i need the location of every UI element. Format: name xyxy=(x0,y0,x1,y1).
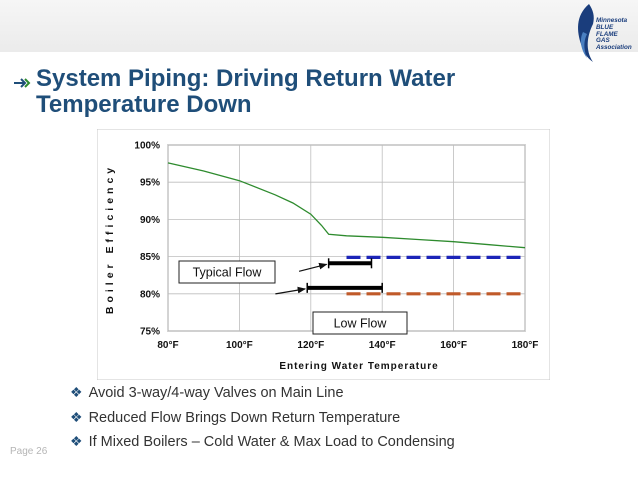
page-number: Page 26 xyxy=(10,446,48,457)
x-tick-label: 80°F xyxy=(157,340,178,351)
x-tick-label: 100°F xyxy=(226,340,253,351)
y-tick-label: 75% xyxy=(140,327,160,338)
y-tick-label: 100% xyxy=(134,141,160,152)
efficiency-line xyxy=(167,162,526,249)
list-item: ❖ Avoid 3-way/4-way Valves on Main Line xyxy=(70,384,455,409)
flow-arrow xyxy=(275,286,307,295)
diamond-star-icon: ❖ xyxy=(70,408,83,425)
list-item: ❖ If Mixed Boilers – Cold Water & Max Loa… xyxy=(70,433,455,458)
flow-label-box xyxy=(312,311,408,335)
x-tick-label: 120°F xyxy=(297,340,324,351)
diamond-star-icon: ❖ xyxy=(70,384,83,400)
y-tick-label: 85% xyxy=(140,252,160,263)
bullet-text: Avoid 3-way/4-way Valves on Main Line xyxy=(88,385,344,401)
page-title: System Piping: Driving Return Water Temp… xyxy=(36,66,455,118)
y-tick-label: 80% xyxy=(140,289,160,300)
efficiency-chart: Typical Flow Low Flow 75% 80% 85% 90% 95% 100%… xyxy=(97,129,550,380)
header-band xyxy=(0,0,638,52)
bullet-text: Reduced Flow Brings Down Return Temperat… xyxy=(88,409,401,426)
plot-area xyxy=(167,144,526,332)
double-arrow-icon xyxy=(14,78,31,88)
title-line-2: Temperature Down xyxy=(36,91,252,118)
logo-text: Minnesota BLUE FLAME GAS Association xyxy=(596,17,632,52)
y-axis-label: Boiler Efficiency xyxy=(104,164,116,314)
x-axis-label: Entering Water Temperature xyxy=(279,361,438,372)
bullet-list: ❖ Avoid 3-way/4-way Valves on Main Line ❖… xyxy=(70,384,455,458)
flow-label: Typical Flow xyxy=(193,266,263,280)
flow-label-box xyxy=(178,260,276,284)
list-item: ❖ Reduced Flow Brings Down Return Tempera… xyxy=(70,409,455,434)
flow-label: Low Flow xyxy=(334,317,388,331)
x-tick-label: 160°F xyxy=(440,340,467,351)
x-tick-label: 180°F xyxy=(512,340,539,351)
diamond-star-icon: ❖ xyxy=(70,433,83,449)
y-tick-label: 95% xyxy=(140,178,160,189)
y-tick-label: 90% xyxy=(140,215,160,226)
x-tick-label: 140°F xyxy=(369,340,396,351)
title-line-1: System Piping: Driving Return Water xyxy=(36,65,456,92)
bullet-text: If Mixed Boilers – Cold Water & Max Load… xyxy=(88,434,455,450)
flame-logo-icon xyxy=(578,4,594,62)
flow-arrow xyxy=(298,262,328,272)
